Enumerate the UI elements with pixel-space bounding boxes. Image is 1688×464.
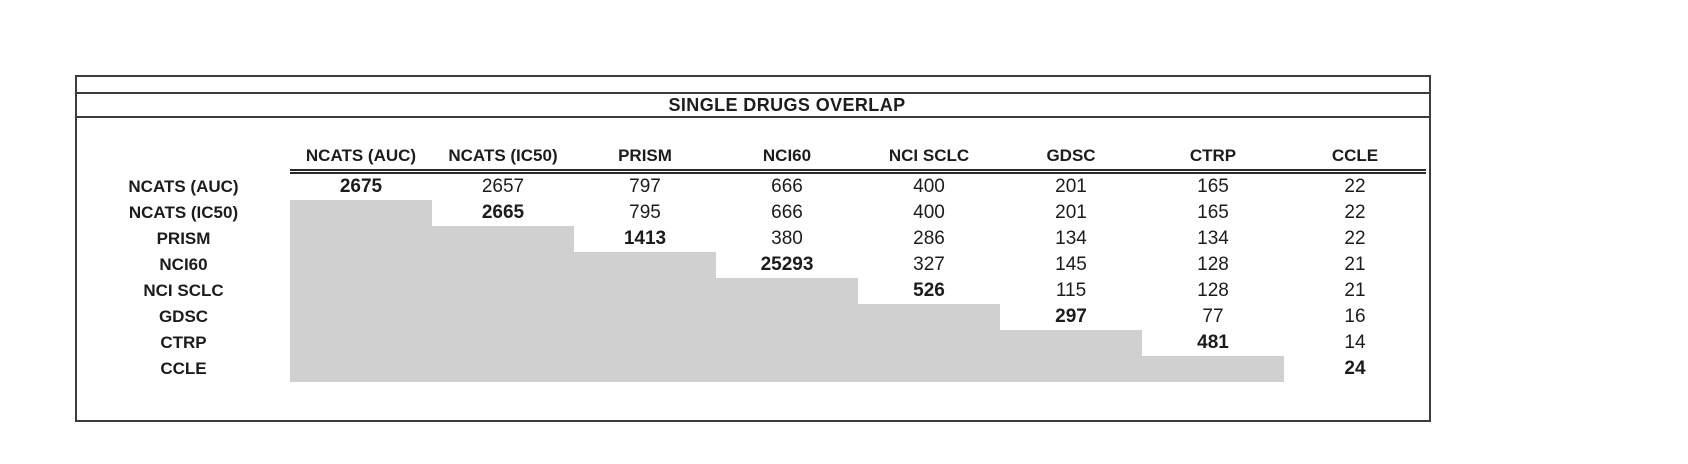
shaded-cell	[574, 278, 716, 304]
row-label: PRISM	[156, 229, 211, 248]
row-label: CTRP	[160, 333, 207, 352]
shaded-cell	[432, 252, 574, 278]
matrix-cell: 286	[913, 228, 945, 249]
row-label: NCATS (AUC)	[128, 177, 239, 196]
matrix-cell: 77	[1202, 306, 1224, 327]
matrix-row: NCATS (AUC) 2675 2657 797 666 400 201 165 22	[77, 174, 1429, 200]
matrix-cell: 1413	[623, 228, 667, 249]
matrix-cell: 2657	[481, 176, 525, 197]
column-header: NCATS (IC50)	[448, 146, 558, 165]
shaded-cell	[716, 278, 858, 304]
shaded-cell	[574, 356, 716, 382]
matrix-cell: 22	[1344, 176, 1366, 197]
top-spacer-row	[77, 77, 1429, 94]
shaded-cell	[1000, 330, 1142, 356]
matrix-row: NCI SCLC 526 115 128 21	[77, 278, 1429, 304]
matrix-cell: 526	[913, 280, 945, 301]
matrix-cell: 134	[1197, 228, 1229, 249]
matrix-cell: 165	[1197, 202, 1229, 223]
overlap-matrix: NCATS (AUC) 2675 2657 797 666 400 201 165 22 NCAT…	[77, 174, 1429, 382]
matrix-cell: 297	[1055, 306, 1087, 327]
shaded-cell	[858, 304, 1000, 330]
matrix-row: NCI60 25293 327 145 128 21	[77, 252, 1429, 278]
matrix-cell: 2665	[481, 202, 525, 223]
shaded-cell	[716, 330, 858, 356]
matrix-cell: 24	[1344, 358, 1366, 379]
column-header: PRISM	[618, 146, 672, 165]
shaded-cell	[432, 356, 574, 382]
column-header: CTRP	[1189, 146, 1237, 165]
matrix-cell: 22	[1344, 202, 1366, 223]
shaded-cell	[1000, 356, 1142, 382]
matrix-cell: 795	[629, 202, 661, 223]
shaded-cell	[858, 330, 1000, 356]
row-label: GDSC	[158, 307, 209, 326]
shaded-cell	[290, 356, 432, 382]
matrix-cell: 128	[1197, 254, 1229, 275]
overlap-table-frame: SINGLE DRUGS OVERLAP NCATS (AUC) NCATS (I…	[75, 75, 1431, 422]
column-header: NCI SCLC	[888, 146, 970, 165]
matrix-cell: 400	[913, 176, 945, 197]
row-label: NCI60	[159, 255, 208, 274]
matrix-cell: 21	[1344, 280, 1366, 301]
shaded-cell	[716, 304, 858, 330]
shaded-cell	[574, 304, 716, 330]
shaded-cell	[290, 200, 432, 226]
column-header: NCI60	[762, 146, 812, 165]
shaded-cell	[290, 330, 432, 356]
matrix-cell: 128	[1197, 280, 1229, 301]
shaded-cell	[858, 356, 1000, 382]
row-label: CCLE	[160, 359, 207, 378]
shaded-cell	[574, 330, 716, 356]
shaded-cell	[432, 304, 574, 330]
matrix-row: CTRP 481 14	[77, 330, 1429, 356]
matrix-cell: 21	[1344, 254, 1366, 275]
matrix-cell: 115	[1055, 280, 1087, 301]
matrix-cell: 16	[1344, 306, 1366, 327]
column-header: NCATS (AUC)	[305, 146, 417, 165]
shaded-cell	[290, 304, 432, 330]
matrix-cell: 380	[771, 228, 803, 249]
matrix-cell: 134	[1055, 228, 1087, 249]
header-gap	[77, 118, 1429, 139]
matrix-row: PRISM 1413 380 286 134 134 22	[77, 226, 1429, 252]
column-header-row: NCATS (AUC) NCATS (IC50) PRISM NCI60 NCI SCL…	[77, 139, 1429, 169]
matrix-cell: 797	[629, 176, 661, 197]
shaded-cell	[290, 226, 432, 252]
matrix-cell: 14	[1344, 332, 1366, 353]
matrix-cell: 165	[1197, 176, 1229, 197]
shaded-cell	[432, 330, 574, 356]
matrix-row: GDSC 297 77 16	[77, 304, 1429, 330]
table-title: SINGLE DRUGS OVERLAP	[668, 94, 906, 115]
matrix-cell: 666	[771, 176, 803, 197]
shaded-cell	[432, 278, 574, 304]
matrix-cell: 400	[913, 202, 945, 223]
matrix-cell: 201	[1055, 176, 1087, 197]
shaded-cell	[716, 356, 858, 382]
table-title-row: SINGLE DRUGS OVERLAP	[77, 94, 1429, 118]
matrix-cell: 327	[913, 254, 945, 275]
header-double-rule	[290, 169, 1426, 174]
matrix-cell: 145	[1055, 254, 1087, 275]
shaded-cell	[1142, 356, 1284, 382]
matrix-cell: 481	[1197, 332, 1229, 353]
matrix-cell: 25293	[760, 254, 814, 275]
matrix-cell: 201	[1055, 202, 1087, 223]
row-label: NCI SCLC	[143, 281, 224, 300]
shaded-cell	[432, 226, 574, 252]
matrix-row: CCLE 24	[77, 356, 1429, 382]
shaded-cell	[574, 252, 716, 278]
matrix-row: NCATS (IC50) 2665 795 666 400 201 165 22	[77, 200, 1429, 226]
row-label: NCATS (IC50)	[128, 203, 239, 222]
matrix-cell: 22	[1344, 228, 1366, 249]
matrix-cell: 2675	[339, 176, 383, 197]
shaded-cell	[290, 252, 432, 278]
column-header: CCLE	[1331, 146, 1379, 165]
column-header: GDSC	[1046, 146, 1096, 165]
matrix-cell: 666	[771, 202, 803, 223]
shaded-cell	[290, 278, 432, 304]
